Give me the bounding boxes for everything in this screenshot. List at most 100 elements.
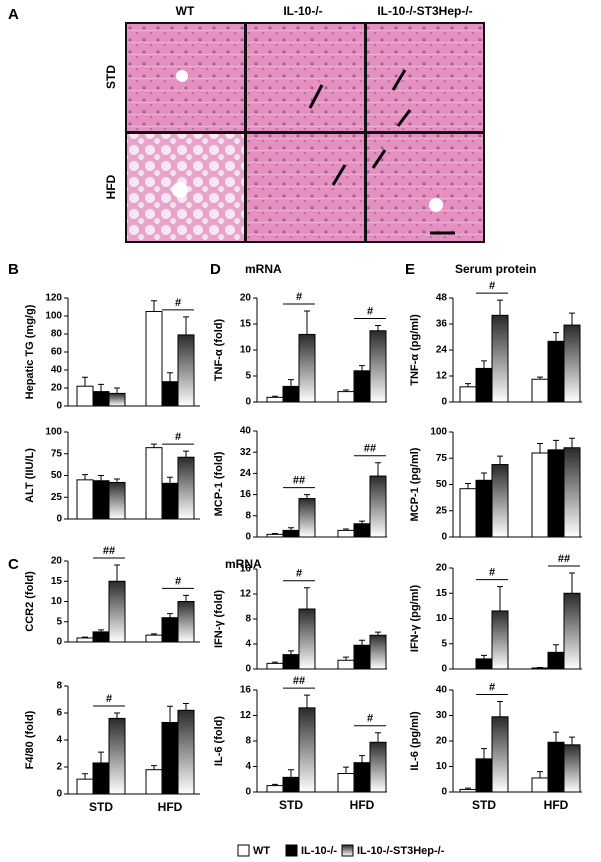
y-tick-label: 24 — [436, 345, 448, 356]
y-tick-label: 100 — [45, 311, 62, 322]
legend-swatch — [237, 844, 250, 857]
chart: 0 25 50 75 100 MCP-1 (pg/ml) — [409, 427, 582, 543]
chart: 0 8 16 24 32 40 MCP-1 (fold) ## ## — [213, 426, 387, 543]
bar — [108, 580, 126, 643]
error-bar — [497, 455, 503, 465]
column-header: IL-10-/-ST3Hep-/- — [377, 4, 472, 18]
error-bar — [375, 325, 381, 331]
error-bar — [82, 474, 88, 480]
y-tick-label: 20 — [51, 383, 63, 394]
significance-label: ## — [364, 443, 376, 455]
error-bar — [553, 332, 559, 342]
legend-swatch — [341, 844, 354, 857]
significance-label: ## — [558, 553, 570, 565]
y-tick-label: 8 — [56, 681, 62, 692]
y-tick-label: 16 — [240, 685, 252, 696]
bar — [491, 610, 509, 670]
y-tick-label: 15 — [51, 576, 63, 587]
error-bar — [114, 712, 120, 719]
significance-label: # — [489, 681, 495, 693]
bar — [266, 662, 284, 670]
significance-label: # — [175, 431, 181, 443]
error-bar — [537, 376, 543, 380]
y-tick-label: 0 — [245, 787, 251, 798]
y-tick-label: 0 — [56, 637, 62, 648]
y-tick-label: 60 — [51, 347, 63, 358]
section-title: mRNA — [245, 262, 282, 276]
y-tick-label: 12 — [436, 371, 448, 382]
error-bar — [465, 787, 471, 790]
error-bar — [569, 312, 575, 326]
bar — [531, 667, 549, 670]
bar — [475, 367, 493, 403]
bar — [298, 333, 316, 403]
error-bar — [537, 666, 543, 668]
y-tick-label: 8 — [245, 736, 251, 747]
bar — [282, 776, 300, 793]
bar — [177, 709, 195, 795]
y-tick-label: 5 — [56, 616, 62, 627]
y-tick-label: 16 — [240, 564, 252, 575]
row-header: STD — [104, 65, 118, 89]
error-bar — [481, 748, 487, 759]
bar — [491, 464, 509, 538]
significance-label: ## — [293, 475, 305, 487]
error-bar — [151, 443, 157, 448]
error-bar — [167, 372, 173, 382]
error-bar — [569, 736, 575, 745]
bar — [145, 447, 163, 520]
error-bar — [497, 299, 503, 316]
y-tick-label: 40 — [240, 426, 252, 437]
error-bar — [465, 482, 471, 489]
error-bar — [272, 533, 278, 535]
bar — [337, 659, 355, 670]
error-bar — [481, 360, 487, 369]
legend: WT IL-10-/- IL-10-/-ST3Hep-/- — [237, 844, 445, 857]
bar — [298, 707, 316, 793]
y-tick-label: 15 — [240, 319, 252, 330]
section-title: Serum protein — [455, 262, 536, 276]
x-tick-label: HFD — [158, 800, 183, 814]
error-bar — [167, 613, 173, 618]
x-tick-label: HFD — [544, 798, 569, 812]
significance-label: # — [296, 568, 302, 580]
histology — [125, 22, 485, 243]
chart: 0 5 10 15 20 TNF-α (fold) # # — [213, 291, 387, 408]
bar — [369, 475, 387, 538]
bar — [161, 617, 179, 643]
y-tick-label: 20 — [51, 556, 63, 567]
y-tick-label: 24 — [240, 468, 252, 479]
error-bar — [272, 783, 278, 786]
bar — [161, 721, 179, 795]
bar — [108, 717, 126, 795]
image — [247, 24, 364, 131]
error-bar — [288, 379, 294, 387]
bar — [177, 334, 195, 407]
significance-label: # — [106, 693, 112, 705]
bar — [298, 608, 316, 670]
bar — [353, 523, 371, 538]
y-tick-label: 20 — [436, 736, 448, 747]
error-bar — [537, 771, 543, 778]
significance-label: ## — [103, 545, 115, 557]
error-bar — [82, 773, 88, 780]
legend-label: IL-10-/-ST3Hep-/- — [357, 845, 445, 857]
legend-label: WT — [253, 845, 270, 857]
y-tick-label: 0 — [56, 401, 62, 412]
y-tick-label: 25 — [436, 505, 448, 516]
y-tick-label: 0 — [441, 532, 447, 543]
y-tick-label: 2 — [56, 762, 62, 773]
error-bar — [288, 650, 294, 655]
y-axis-label: ALT (IIU/L) — [24, 448, 36, 503]
bar — [337, 529, 355, 538]
bar — [92, 391, 110, 407]
y-tick-label: 4 — [56, 735, 62, 746]
bar — [459, 386, 477, 403]
error-bar — [151, 765, 157, 770]
error-bar — [183, 316, 189, 335]
error-bar — [537, 443, 543, 453]
y-tick-label: 20 — [436, 563, 448, 574]
chart: 0 2 4 6 8 F4/80 (fold) STD HFD # — [24, 681, 200, 814]
bar — [563, 324, 581, 403]
